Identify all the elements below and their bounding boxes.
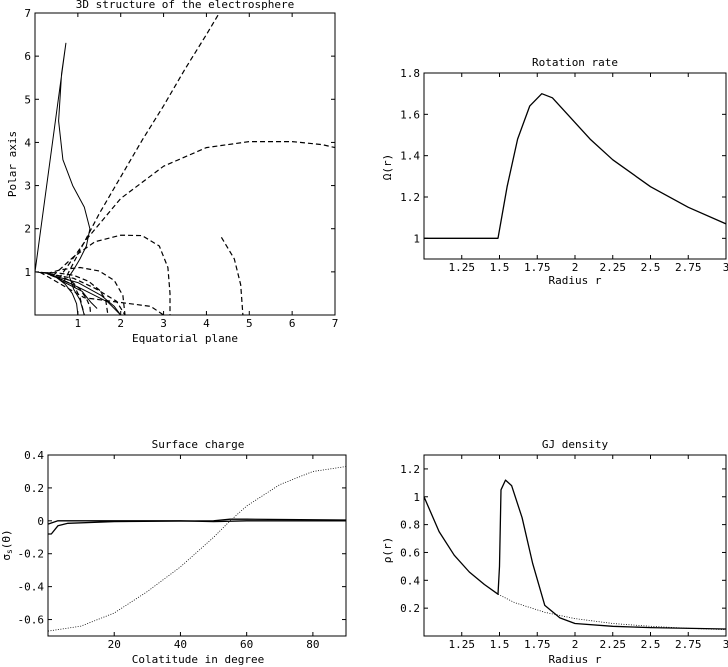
y-tick-label: 1.4 (400, 150, 420, 163)
y-tick-label: 0 (37, 515, 44, 528)
x-tick-label: 7 (332, 317, 339, 330)
panel-gj-density: GJ density Radius r ρ(r) 1.25 1.5 1.75 2 2.2… (381, 438, 728, 666)
y-tick-label: 1.8 (400, 67, 420, 80)
series-line-8 (47, 273, 126, 316)
tick-group: 1.25 1.5 1.75 2 2.25 2.5 2.75 3 1 1.2 1.4 1.6 1.8 (400, 67, 728, 274)
y-tick-label: -0.4 (18, 581, 45, 594)
series-line-14 (51, 274, 122, 316)
y-tick-label: 1 (413, 232, 420, 245)
tick-group: 20 40 60 80 -0.6 -0.4 -0.2 0 0.2 0.4 (18, 449, 346, 651)
panel-surface-charge: Surface charge Colatitude in degree σs(Θ… (0, 438, 347, 666)
x-tick-label: 5 (246, 317, 253, 330)
y-tick-label: 0.2 (400, 602, 420, 615)
y-axis-label: Polar axis (6, 131, 19, 197)
series-group (47, 466, 347, 632)
x-tick-label: 3 (723, 261, 728, 274)
y-tick-label: 0.2 (24, 482, 44, 495)
chart-title: Surface charge (152, 438, 245, 451)
x-tick-label: 1.75 (524, 261, 551, 274)
y-tick-label: 1 (24, 266, 31, 279)
y-tick-label: 0.8 (400, 519, 420, 532)
series-line-10 (39, 271, 164, 316)
y-tick-label: 4 (24, 136, 31, 149)
x-tick-label: 20 (108, 638, 121, 651)
y-tick-label: 1.6 (400, 108, 420, 121)
y-tick-label: 0.4 (24, 449, 44, 462)
y-axis-label: ρ(r) (381, 537, 394, 564)
x-tick-label: 1.75 (524, 638, 551, 651)
x-tick-label: 2.75 (675, 638, 702, 651)
x-tick-label: 2 (572, 261, 579, 274)
x-tick-label: 60 (240, 638, 253, 651)
x-axis-label: Radius r (549, 274, 602, 287)
x-tick-label: 3 (160, 317, 167, 330)
y-tick-label: 1.2 (400, 463, 420, 476)
plot-frame (423, 454, 727, 637)
panel-rotation-rate: Rotation rate Radius r Ω(r) 1.25 1.5 1.75 2… (381, 56, 728, 287)
panel-electrosphere: 3D structure of the electrosphere Equato… (6, 0, 338, 345)
y-tick-label: 6 (24, 50, 31, 63)
plot-frame (423, 72, 727, 260)
x-axis-label: Colatitude in degree (132, 653, 264, 666)
x-tick-label: 2.25 (600, 638, 627, 651)
y-tick-label: 5 (24, 93, 31, 106)
series-group (423, 479, 727, 631)
tick-group: 1.25 1.5 1.75 2 2.25 2.5 2.75 3 0.2 0.4 0.6 0.8 1 1.2 (400, 455, 728, 651)
series-group (424, 93, 727, 239)
y-tick-label: 0.6 (400, 546, 420, 559)
x-tick-label: 2 (572, 638, 579, 651)
x-tick-label: 1.25 (449, 261, 476, 274)
y-tick-label: 3 (24, 180, 31, 193)
series-line-6 (58, 141, 336, 280)
x-axis-label: Radius r (549, 653, 602, 666)
series-group (34, 12, 336, 316)
x-axis-label: Equatorial plane (132, 332, 238, 345)
x-tick-label: 2.25 (600, 261, 627, 274)
x-tick-label: 2.5 (641, 261, 661, 274)
series-line-1 (34, 271, 79, 316)
series-line-4 (46, 266, 126, 316)
x-tick-label: 6 (289, 317, 296, 330)
series-line-2 (40, 271, 92, 316)
series-line-1 (47, 466, 347, 632)
chart-title: Rotation rate (532, 56, 618, 69)
y-tick-label: -0.2 (18, 548, 45, 561)
x-tick-label: 4 (203, 317, 210, 330)
chart-title: 3D structure of the electrosphere (76, 0, 295, 11)
series-line-1 (424, 93, 727, 239)
series-line-2 (497, 593, 727, 631)
y-tick-label: -0.6 (18, 614, 45, 627)
x-tick-label: 2 (117, 317, 124, 330)
tick-group: 1 2 3 4 5 6 7 1 2 3 4 5 6 7 (24, 7, 338, 330)
x-tick-label: 2.75 (675, 261, 702, 274)
series-line-5 (52, 234, 171, 315)
x-tick-label: 2.5 (641, 638, 661, 651)
y-tick-label: 7 (24, 7, 31, 20)
series-line-7 (62, 12, 220, 283)
chart-title: GJ density (542, 438, 609, 451)
series-line-3 (47, 520, 346, 525)
plot-frame (47, 454, 347, 637)
x-tick-label: 1.5 (490, 638, 510, 651)
series-line-11 (220, 236, 244, 316)
plot-frame (34, 12, 336, 316)
x-tick-label: 40 (174, 638, 187, 651)
series-line-13 (56, 276, 122, 316)
x-tick-label: 1.5 (490, 261, 510, 274)
x-tick-label: 1 (75, 317, 82, 330)
series-line-1 (423, 479, 727, 630)
y-tick-label: 0.4 (400, 574, 420, 587)
series-line-15 (60, 280, 98, 309)
series-line-2 (48, 518, 347, 535)
x-tick-label: 1.25 (449, 638, 476, 651)
y-tick-label: 1.2 (400, 191, 420, 204)
y-axis-label: σs(Θ) (0, 529, 14, 560)
y-axis-label: Ω(r) (381, 154, 394, 181)
y-tick-label: 1 (413, 491, 420, 504)
x-tick-label: 3 (723, 638, 728, 651)
y-tick-label: 2 (24, 223, 31, 236)
x-tick-label: 80 (306, 638, 319, 651)
